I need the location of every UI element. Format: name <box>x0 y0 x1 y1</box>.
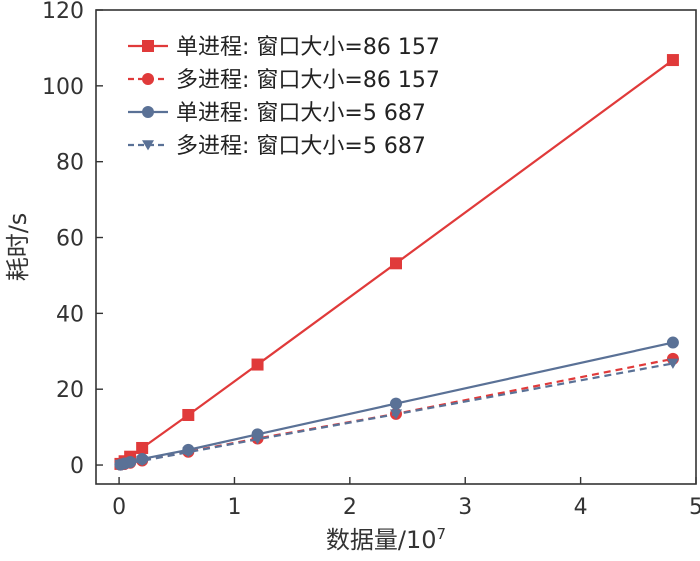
legend-label: 多进程: 窗口大小=86 157 <box>176 68 440 93</box>
x-axis-label: 数据量/107 <box>326 525 446 554</box>
x-axis-label-exponent: 7 <box>437 525 447 543</box>
x-tick-label: 4 <box>574 495 588 520</box>
x-tick-label: 2 <box>343 495 357 520</box>
x-axis-label-text: 数据量/10 <box>326 526 437 554</box>
legend-label: 单进程: 窗口大小=5 687 <box>176 101 426 126</box>
series-marker-triangle <box>136 456 149 467</box>
series-marker-square <box>182 408 195 421</box>
y-tick-label: 0 <box>70 454 84 479</box>
y-axis-label: 耗时/s <box>4 213 32 282</box>
series-marker-triangle <box>142 140 154 151</box>
series-marker-circle <box>142 106 154 118</box>
legend-entry: 多进程: 窗口大小=86 157 <box>128 68 440 93</box>
x-tick-label: 5 <box>689 495 700 520</box>
series-marker-square <box>251 358 264 371</box>
legend-entry: 单进程: 窗口大小=5 687 <box>128 101 426 126</box>
series-marker-square <box>666 54 679 67</box>
series-marker-triangle <box>182 447 195 458</box>
y-tick-label: 60 <box>56 227 84 252</box>
legend-entry: 单进程: 窗口大小=86 157 <box>128 35 440 60</box>
series-4 <box>114 358 679 471</box>
series-marker-triangle <box>251 434 264 445</box>
legend-entry: 多进程: 窗口大小=5 687 <box>128 134 426 159</box>
y-tick-label: 40 <box>56 302 84 327</box>
y-tick-label: 100 <box>42 75 84 100</box>
y-tick-label: 20 <box>56 378 84 403</box>
series-layer <box>114 54 679 471</box>
series-marker-circle <box>390 397 402 410</box>
series-marker-triangle <box>124 457 137 469</box>
series-marker-triangle <box>390 409 402 420</box>
y-tick-label: 80 <box>56 151 84 176</box>
plot-frame <box>95 9 697 485</box>
legend-label: 多进程: 窗口大小=5 687 <box>176 134 426 159</box>
series-marker-triangle <box>666 358 679 369</box>
series-marker-square <box>390 257 402 270</box>
series-marker-circle <box>142 73 154 85</box>
x-tick-label: 1 <box>227 495 241 520</box>
series-marker-square <box>142 40 154 52</box>
y-tick-label: 120 <box>42 0 84 24</box>
series-3 <box>114 336 679 471</box>
series-marker-circle <box>666 336 679 349</box>
x-tick-label: 0 <box>112 495 126 520</box>
x-tick-label: 3 <box>458 495 472 520</box>
plot-area: 0 1 2 3 4 5 0 20 40 60 80 100 120 <box>42 0 700 520</box>
legend-label: 单进程: 窗口大小=86 157 <box>176 35 440 60</box>
legend: 单进程: 窗口大小=86 157 多进程: 窗口大小=86 157 单进程: 窗口大… <box>128 35 440 159</box>
series-marker-square <box>136 441 149 454</box>
